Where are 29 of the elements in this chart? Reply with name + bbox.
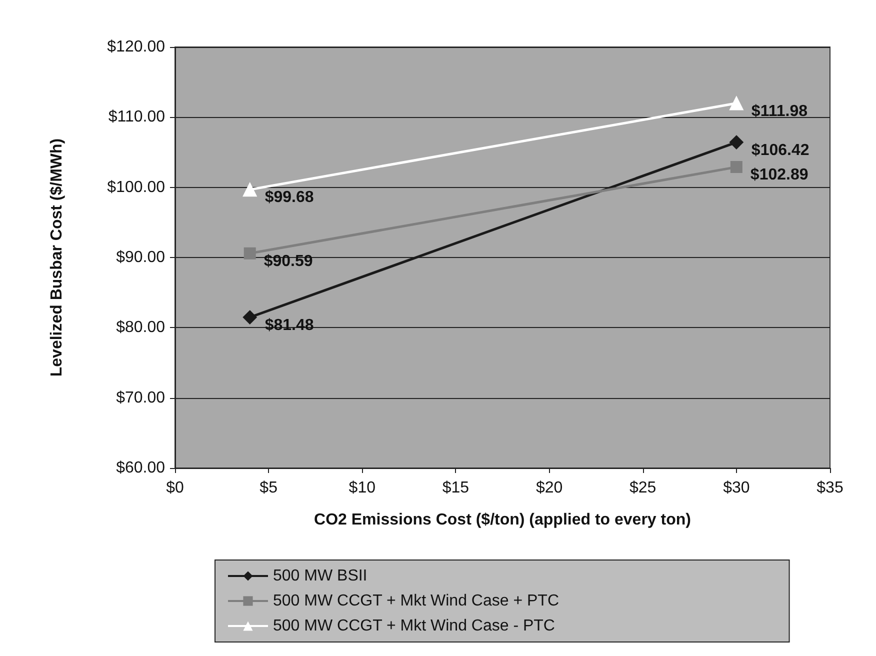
- x-tick-label: $25: [630, 480, 656, 496]
- x-tick-label: $15: [442, 480, 470, 496]
- y-tick-label: $90.00: [116, 249, 166, 266]
- x-tick-label: $5: [260, 480, 278, 496]
- point: [244, 247, 256, 260]
- y-tick-label: $110.00: [108, 108, 166, 126]
- y-tick-label: $80.00: [116, 319, 166, 336]
- data-label: $90.59: [264, 252, 313, 270]
- x-axis-title: CO2 Emissions Cost ($/ton) (applied to every ton): [314, 512, 691, 528]
- legend-label: 500 MW BSII: [273, 568, 368, 584]
- point: [730, 161, 742, 174]
- data-label: $102.89: [750, 166, 808, 184]
- x-tick-label: $30: [723, 480, 750, 496]
- y-tick-label: $70.00: [116, 389, 166, 406]
- point: [242, 310, 257, 324]
- x-tick-label: $35: [816, 480, 844, 496]
- y-tick-label: $60.00: [116, 460, 166, 476]
- x-tick-label: $0: [166, 480, 184, 496]
- y-axis-title: Levelized Busbar Cost ($/MWh): [48, 138, 66, 377]
- data-label: $111.98: [751, 102, 808, 120]
- data-label: $106.42: [751, 142, 810, 159]
- legend-label: 500 MW CCGT + Mkt Wind Case + PTC: [273, 592, 559, 610]
- y-tick-label: $100.00: [107, 178, 166, 196]
- legend-label: 500 MW CCGT + Mkt Wind Case - PTC: [273, 618, 555, 634]
- x-tick-label: $10: [348, 480, 376, 496]
- point: [729, 135, 744, 150]
- x-tick-label: $20: [536, 480, 563, 496]
- data-label: $99.68: [264, 189, 314, 206]
- y-tick-label: $120.00: [107, 38, 166, 56]
